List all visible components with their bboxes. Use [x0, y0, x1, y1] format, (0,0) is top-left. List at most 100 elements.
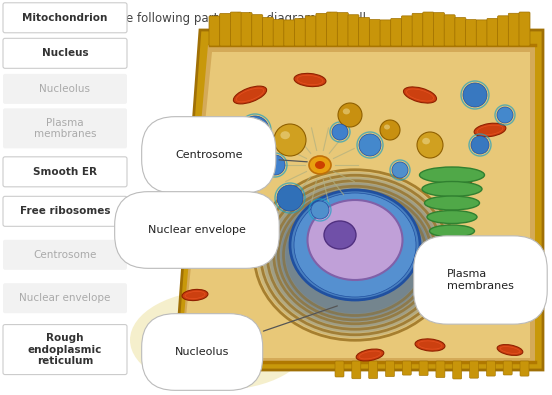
FancyBboxPatch shape: [337, 13, 348, 46]
Text: Centrosome: Centrosome: [33, 250, 97, 260]
Ellipse shape: [422, 138, 430, 144]
FancyBboxPatch shape: [470, 361, 479, 378]
Ellipse shape: [277, 185, 303, 211]
FancyBboxPatch shape: [3, 108, 127, 149]
Ellipse shape: [265, 155, 285, 175]
Ellipse shape: [404, 87, 437, 103]
Ellipse shape: [429, 225, 475, 237]
Ellipse shape: [497, 107, 513, 123]
FancyBboxPatch shape: [3, 196, 127, 226]
FancyBboxPatch shape: [369, 361, 378, 379]
FancyBboxPatch shape: [3, 325, 127, 374]
FancyBboxPatch shape: [3, 38, 127, 68]
Polygon shape: [175, 30, 543, 370]
FancyBboxPatch shape: [352, 361, 361, 379]
Ellipse shape: [424, 196, 480, 210]
Text: Centrosome: Centrosome: [175, 150, 307, 162]
Ellipse shape: [280, 192, 429, 318]
Text: Nucleolus: Nucleolus: [40, 84, 91, 94]
FancyBboxPatch shape: [412, 13, 423, 46]
Ellipse shape: [130, 290, 310, 390]
FancyBboxPatch shape: [402, 361, 411, 375]
Ellipse shape: [380, 120, 400, 140]
Ellipse shape: [474, 298, 506, 312]
Ellipse shape: [260, 20, 540, 140]
Ellipse shape: [276, 188, 434, 322]
Ellipse shape: [392, 162, 408, 178]
FancyBboxPatch shape: [436, 361, 445, 378]
FancyBboxPatch shape: [453, 361, 461, 379]
FancyBboxPatch shape: [241, 13, 252, 46]
FancyBboxPatch shape: [401, 16, 412, 46]
Polygon shape: [182, 52, 530, 358]
FancyBboxPatch shape: [230, 12, 241, 46]
Ellipse shape: [485, 264, 515, 276]
Ellipse shape: [307, 200, 402, 280]
Ellipse shape: [422, 181, 482, 196]
Ellipse shape: [463, 83, 487, 107]
FancyBboxPatch shape: [455, 17, 466, 46]
FancyBboxPatch shape: [335, 361, 344, 377]
Ellipse shape: [324, 221, 356, 249]
FancyBboxPatch shape: [3, 74, 127, 104]
FancyBboxPatch shape: [220, 13, 231, 46]
Ellipse shape: [315, 161, 325, 169]
FancyBboxPatch shape: [327, 12, 338, 46]
Ellipse shape: [471, 136, 489, 154]
Ellipse shape: [294, 73, 326, 87]
Ellipse shape: [269, 183, 440, 327]
Ellipse shape: [420, 167, 485, 183]
FancyBboxPatch shape: [385, 361, 395, 377]
Ellipse shape: [497, 344, 523, 356]
FancyBboxPatch shape: [433, 13, 444, 46]
Ellipse shape: [211, 324, 238, 337]
Ellipse shape: [474, 123, 506, 137]
FancyBboxPatch shape: [262, 17, 273, 46]
FancyBboxPatch shape: [380, 20, 391, 46]
Ellipse shape: [445, 179, 475, 192]
FancyBboxPatch shape: [3, 240, 127, 270]
Ellipse shape: [359, 134, 381, 156]
FancyBboxPatch shape: [520, 361, 529, 376]
Ellipse shape: [290, 190, 420, 300]
FancyBboxPatch shape: [419, 361, 428, 376]
Text: Free ribosomes: Free ribosomes: [20, 206, 110, 216]
Ellipse shape: [280, 131, 290, 139]
FancyBboxPatch shape: [209, 16, 220, 46]
Ellipse shape: [332, 124, 348, 140]
FancyBboxPatch shape: [273, 19, 284, 46]
FancyBboxPatch shape: [295, 19, 305, 46]
FancyBboxPatch shape: [465, 19, 476, 46]
Text: Plasma
membranes: Plasma membranes: [447, 242, 525, 291]
Text: Nucleolus: Nucleolus: [175, 306, 337, 357]
Ellipse shape: [182, 290, 208, 301]
Text: Nucleus: Nucleus: [42, 48, 88, 58]
Ellipse shape: [427, 211, 477, 224]
Text: Nuclear envelope: Nuclear envelope: [19, 293, 111, 303]
Ellipse shape: [285, 196, 424, 314]
Ellipse shape: [356, 349, 384, 361]
Ellipse shape: [294, 193, 416, 297]
FancyBboxPatch shape: [503, 361, 512, 375]
Text: Correctly identify the following parts of the diagram of a cell.: Correctly identify the following parts o…: [8, 12, 370, 25]
Text: Nuclear envelope: Nuclear envelope: [148, 225, 246, 237]
FancyBboxPatch shape: [3, 3, 127, 33]
FancyBboxPatch shape: [3, 157, 127, 187]
Ellipse shape: [311, 201, 329, 219]
FancyBboxPatch shape: [444, 15, 455, 46]
Ellipse shape: [233, 86, 267, 104]
FancyBboxPatch shape: [391, 19, 402, 46]
FancyBboxPatch shape: [348, 15, 359, 46]
FancyBboxPatch shape: [252, 15, 263, 46]
Ellipse shape: [309, 156, 331, 174]
FancyBboxPatch shape: [476, 20, 487, 46]
FancyBboxPatch shape: [284, 20, 295, 46]
Ellipse shape: [417, 132, 443, 158]
Ellipse shape: [343, 108, 350, 115]
FancyBboxPatch shape: [497, 16, 508, 46]
FancyBboxPatch shape: [486, 361, 495, 376]
Text: Rough
endoplasmic
reticulum: Rough endoplasmic reticulum: [28, 333, 102, 366]
Ellipse shape: [256, 172, 454, 338]
Text: Mitochondrion: Mitochondrion: [22, 13, 108, 23]
FancyBboxPatch shape: [423, 12, 434, 46]
